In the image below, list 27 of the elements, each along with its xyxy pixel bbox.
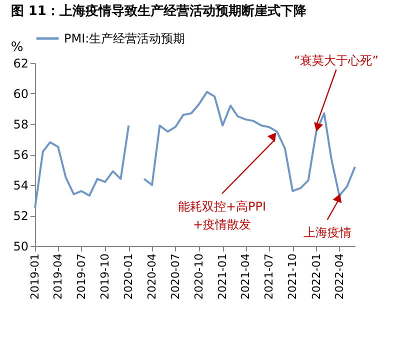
- annotation: 上海疫情: [303, 226, 352, 240]
- annotation: “衰莫大于心死”: [294, 54, 378, 68]
- x-tick-label: 2021-10: [286, 254, 300, 300]
- x-tick-label: 2022-04: [332, 254, 346, 300]
- x-tick-label: 2019-04: [52, 254, 65, 300]
- y-tick-label: 50: [13, 240, 28, 254]
- chart-title: 图 11：上海疫情导致生产经营活动预期断崖式下降: [10, 3, 308, 19]
- y-tick-label: 60: [13, 87, 28, 101]
- x-tick-label: 2019-10: [98, 254, 112, 300]
- x-tick-label: 2020-04: [146, 254, 159, 300]
- y-tick-label: 54: [13, 178, 28, 192]
- x-tick-label: 2019-01: [28, 254, 42, 300]
- y-axis-title: %: [10, 40, 24, 55]
- annotation: 能耗双控+高PPI +疫情散发: [178, 200, 266, 232]
- y-tick-label: 52: [13, 209, 28, 223]
- y-tick-label: 58: [13, 118, 28, 132]
- legend-label: PMI:生产经营活动预期: [64, 32, 186, 46]
- x-tick-label: 2019-07: [74, 254, 88, 300]
- x-tick-label: 2021-04: [239, 254, 252, 300]
- y-tick-label: 62: [13, 56, 28, 70]
- x-tick-label: 2022-01: [310, 254, 323, 300]
- y-tick-label: 56: [13, 148, 28, 162]
- x-tick-label: 2021-01: [216, 254, 230, 300]
- x-tick-label: 2020-01: [122, 254, 136, 300]
- x-tick-label: 2020-10: [192, 254, 206, 300]
- x-tick-label: 2020-07: [168, 254, 182, 300]
- x-tick-label: 2021-07: [262, 254, 276, 300]
